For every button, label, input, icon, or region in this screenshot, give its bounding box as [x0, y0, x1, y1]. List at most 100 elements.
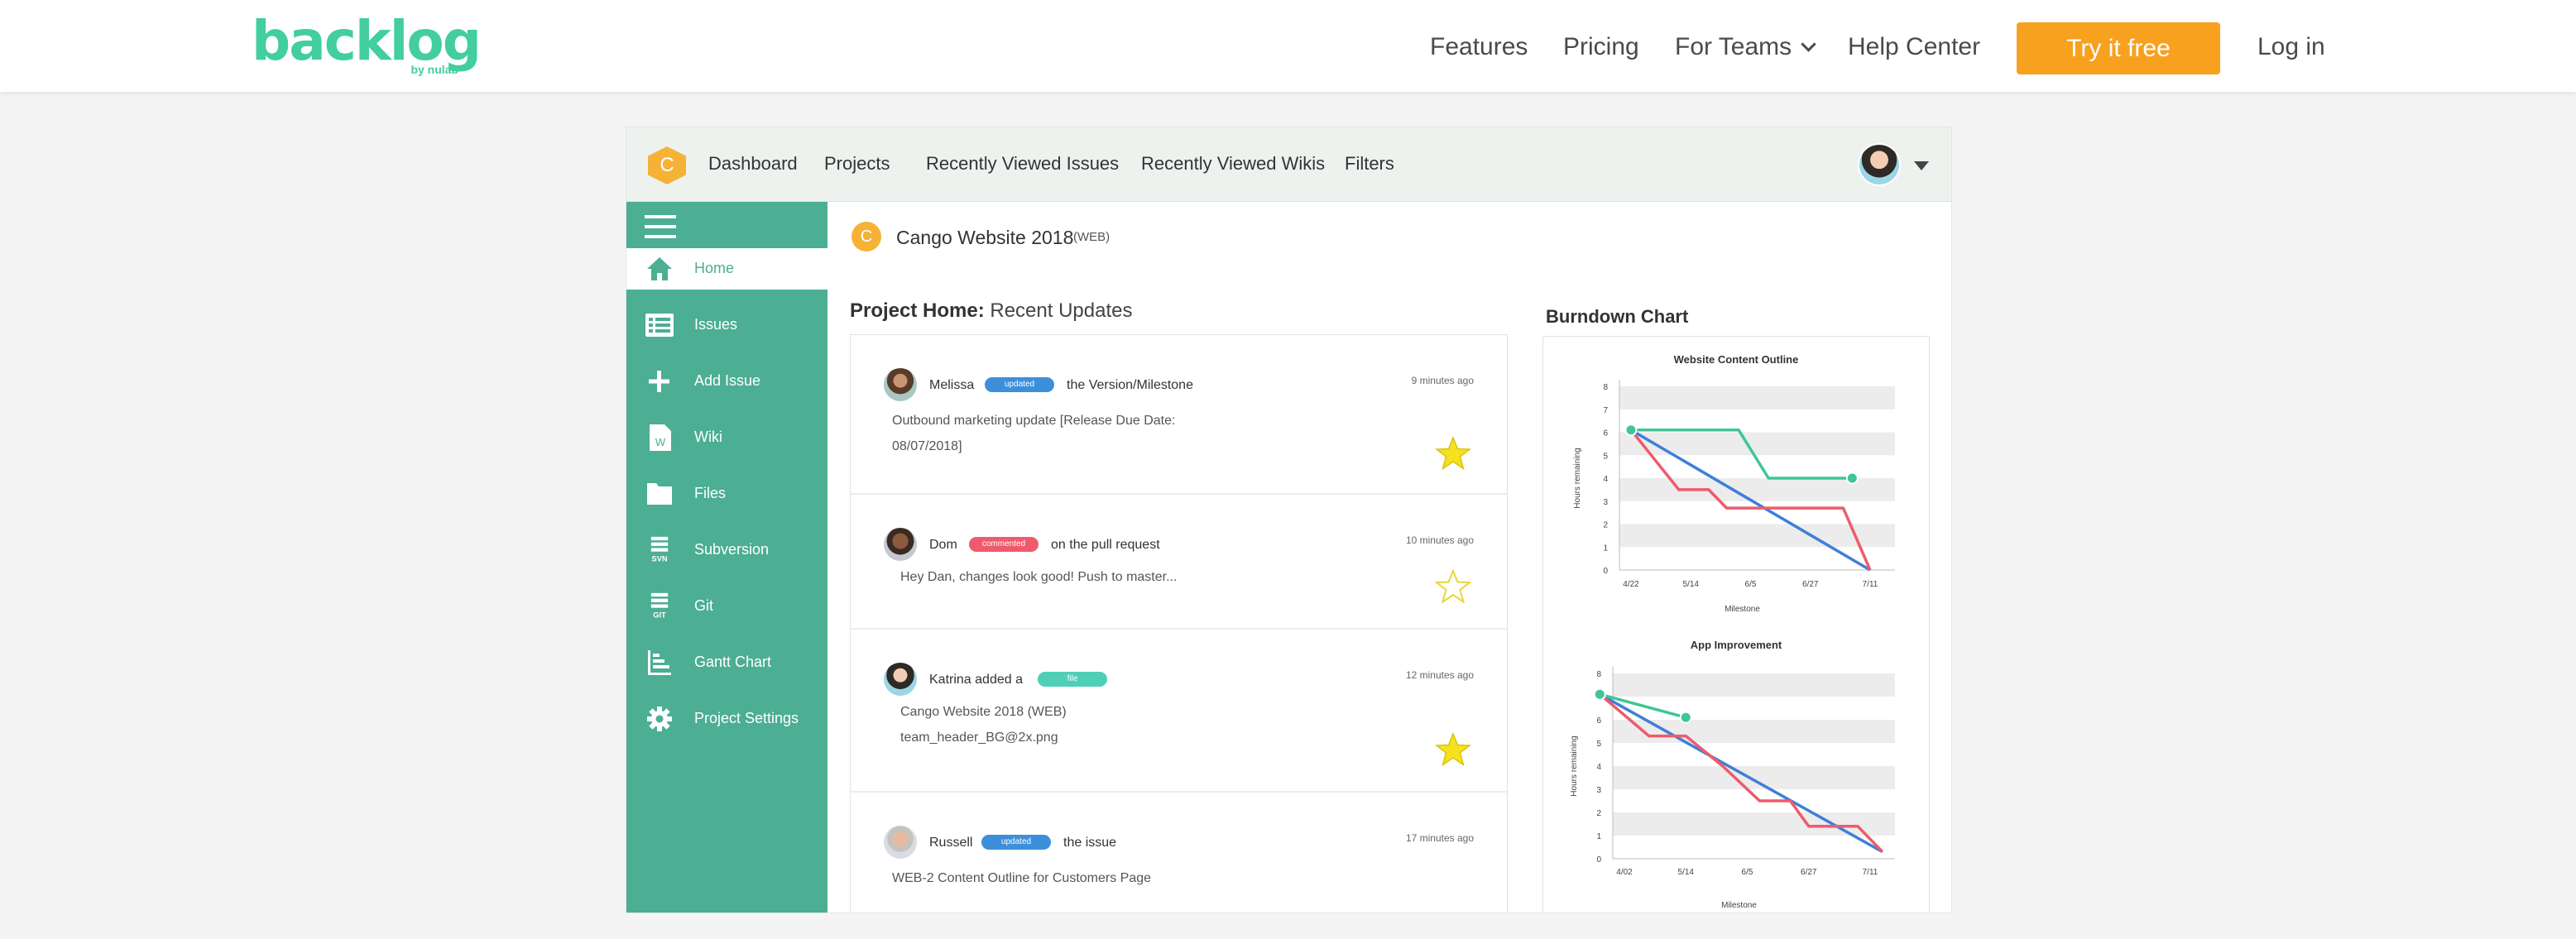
- project-key: (WEB): [1073, 230, 1111, 244]
- user-avatar[interactable]: [1858, 143, 1901, 186]
- sidebar-item-home[interactable]: Home: [626, 248, 827, 290]
- update-body-line: Hey Dan, changes look good! Push to mast…: [900, 570, 1178, 584]
- chevron-down-icon: [1801, 36, 1816, 52]
- series-point: [1679, 711, 1692, 724]
- site-header: backlog by nulab Features Pricing For Te…: [0, 0, 2576, 92]
- git-tag: GIT: [653, 611, 666, 620]
- x-tick-label: 6/5: [1742, 868, 1753, 877]
- project-sidebar: Home Issues Add Issue W Wiki Files SVN S…: [626, 202, 827, 913]
- tab-dashboard[interactable]: Dashboard: [708, 153, 798, 174]
- x-axis-label: Milestone: [1721, 901, 1757, 910]
- series-point: [1845, 472, 1859, 485]
- update-action: the Version/Milestone: [1067, 378, 1193, 392]
- sidebar-item-subversion[interactable]: SVN Subversion: [626, 529, 827, 571]
- x-tick-label: 6/27: [1801, 868, 1817, 877]
- update-action: on the pull request: [1051, 538, 1160, 552]
- grid-band: [1613, 720, 1895, 743]
- update-user[interactable]: Melissa: [929, 378, 975, 392]
- app-top-bar: C Dashboard Projects Recently Viewed Iss…: [626, 127, 1951, 202]
- update-user[interactable]: Russell: [929, 836, 973, 850]
- sidebar-item-label: Issues: [694, 316, 738, 333]
- nav-for-teams-menu[interactable]: For Teams: [1675, 33, 1816, 61]
- update-body-line: Outbound marketing update [Release Due D…: [892, 414, 1176, 428]
- y-tick-label: 6: [1596, 716, 1601, 726]
- status-badge: file: [1038, 672, 1107, 687]
- list-item[interactable]: Russell updated the issue 17 minutes ago…: [851, 793, 1507, 913]
- update-user[interactable]: Dom: [929, 538, 957, 552]
- recent-updates-list: Melissa updated the Version/Milestone 9 …: [850, 334, 1508, 913]
- sidebar-item-gantt-chart[interactable]: Gantt Chart: [626, 642, 827, 683]
- sidebar-item-issues[interactable]: Issues: [626, 304, 827, 346]
- y-tick-label: 5: [1603, 452, 1608, 461]
- sidebar-item-wiki[interactable]: W Wiki: [626, 417, 827, 458]
- update-time: 9 minutes ago: [1411, 375, 1474, 386]
- chart-title: Website Content Outline: [1674, 353, 1799, 366]
- tab-filters[interactable]: Filters: [1345, 153, 1394, 174]
- tab-recently-viewed-wikis[interactable]: Recently Viewed Wikis: [1141, 153, 1326, 174]
- y-tick-label: 2: [1603, 521, 1608, 530]
- series-line: [1629, 429, 1872, 571]
- nav-help-center-link[interactable]: Help Center: [1848, 33, 1981, 60]
- x-tick-label: 7/11: [1863, 868, 1878, 877]
- grid-band: [1613, 812, 1895, 836]
- y-tick-label: 1: [1603, 544, 1608, 553]
- avatar: [884, 528, 917, 561]
- list-item[interactable]: Katrina added a file 12 minutes ago Cang…: [851, 630, 1507, 793]
- update-body-line[interactable]: WEB-2 Content Outline for Customers Page: [892, 871, 1152, 885]
- star-filled-icon[interactable]: [1435, 732, 1471, 767]
- sidebar-item-label: Subversion: [694, 541, 770, 558]
- status-badge: updated: [985, 377, 1054, 392]
- x-tick-label: 5/14: [1683, 580, 1700, 589]
- update-action: the issue: [1063, 836, 1117, 850]
- x-tick-label: 4/22: [1623, 580, 1639, 589]
- y-tick-label: 8: [1596, 670, 1601, 679]
- folder-icon: [647, 483, 672, 505]
- sidebar-item-files[interactable]: Files: [626, 473, 827, 515]
- plus-icon: [649, 371, 669, 392]
- tab-recently-viewed-issues[interactable]: Recently Viewed Issues: [926, 153, 1120, 174]
- log-in-link[interactable]: Log in: [2257, 33, 2325, 60]
- avatar: [884, 826, 917, 859]
- list-item[interactable]: Melissa updated the Version/Milestone 9 …: [851, 335, 1507, 495]
- recent-updates-title: Project Home: Recent Updates: [850, 299, 1132, 323]
- nav-pricing-link[interactable]: Pricing: [1563, 33, 1639, 60]
- list-item[interactable]: Dom commented on the pull request 10 min…: [851, 495, 1507, 630]
- grid-band: [1613, 673, 1895, 697]
- sidebar-item-project-settings[interactable]: Project Settings: [626, 698, 827, 740]
- burndown-chart-app-improvement: App Improvement0123456784/025/146/56/277…: [1570, 639, 1895, 910]
- series-line: [1599, 692, 1686, 719]
- status-badge: updated: [981, 835, 1051, 850]
- x-tick-label: 6/27: [1802, 580, 1819, 589]
- burndown-panel: Website Content Outline 0 1 2 3 4 5 6 7 8 4/22 5/14…: [1542, 336, 1930, 913]
- x-tick-label: 4/02: [1616, 868, 1633, 877]
- y-tick-label: 3: [1603, 498, 1608, 507]
- avatar: [884, 368, 917, 401]
- nav-for-teams-label: For Teams: [1675, 33, 1792, 60]
- x-axis-label: Milestone: [1725, 605, 1760, 614]
- y-tick-label: 6: [1603, 429, 1608, 438]
- y-tick-label: 7: [1603, 406, 1608, 415]
- grid-band: [1613, 766, 1895, 789]
- hamburger-menu-icon[interactable]: [645, 215, 676, 238]
- sidebar-item-add-issue[interactable]: Add Issue: [626, 361, 827, 402]
- update-user[interactable]: Katrina added a: [929, 673, 1023, 687]
- y-axis-label: Hours remaining: [1570, 735, 1579, 796]
- svn-icon: SVN: [650, 536, 669, 563]
- git-icon: GIT: [650, 592, 669, 620]
- sidebar-item-git[interactable]: GIT Git: [626, 586, 827, 627]
- try-it-free-button[interactable]: Try it free: [2017, 22, 2220, 74]
- status-badge: commented: [969, 537, 1039, 552]
- update-time: 17 minutes ago: [1405, 832, 1474, 844]
- backlog-logo[interactable]: backlog by nulab: [252, 12, 482, 79]
- caret-down-icon[interactable]: [1914, 161, 1929, 170]
- tab-projects[interactable]: Projects: [824, 153, 890, 174]
- chart-title: App Improvement: [1691, 639, 1782, 651]
- app-screenshot: C Dashboard Projects Recently Viewed Iss…: [626, 127, 1952, 913]
- sidebar-item-label: Home: [694, 260, 735, 276]
- nav-features-link[interactable]: Features: [1430, 33, 1528, 60]
- update-body-line[interactable]: team_header_BG@2x.png: [900, 731, 1058, 745]
- star-outline-icon[interactable]: [1435, 569, 1471, 604]
- space-logo[interactable]: C: [648, 146, 686, 184]
- star-filled-icon[interactable]: [1435, 436, 1471, 471]
- project-name[interactable]: Cango Website 2018: [896, 227, 1074, 248]
